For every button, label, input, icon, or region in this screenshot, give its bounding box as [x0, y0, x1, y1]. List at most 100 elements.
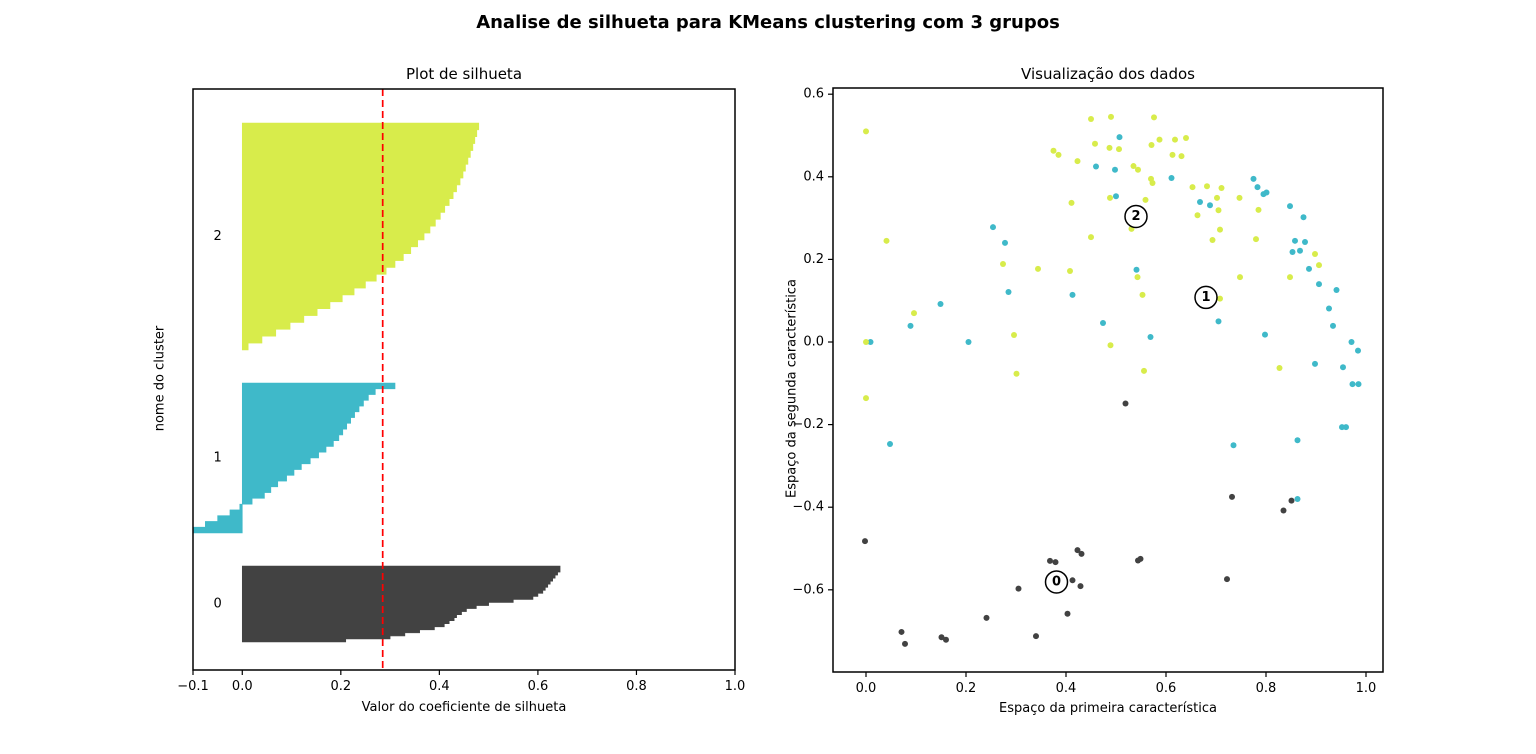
scatter-xaxis-label: Espaço da primeira característica — [999, 701, 1217, 716]
silhouette-x-tick-label: −0.1 — [177, 679, 209, 694]
scatter-point-cluster-2 — [1141, 367, 1147, 374]
scatter-point-cluster-2 — [1142, 196, 1149, 203]
scatter-point-cluster-1 — [1292, 237, 1298, 244]
scatter-point-cluster-2 — [1108, 113, 1114, 120]
scatter-point-cluster-1 — [1250, 175, 1257, 182]
scatter-point-cluster-0 — [1224, 576, 1230, 583]
scatter-point-cluster-2 — [911, 310, 917, 317]
scatter-point-cluster-0 — [943, 636, 949, 643]
silhouette-x-tick-label: 0.8 — [626, 679, 647, 694]
scatter-point-cluster-2 — [1106, 144, 1113, 151]
scatter-point-cluster-2 — [1011, 331, 1017, 338]
scatter-point-cluster-2 — [1169, 151, 1176, 158]
scatter-x-tick-label: 0.2 — [956, 681, 977, 696]
scatter-point-cluster-2 — [1237, 274, 1243, 281]
scatter-point-cluster-0 — [1137, 555, 1144, 562]
scatter-point-cluster-0 — [1122, 400, 1129, 407]
scatter-point-cluster-1 — [867, 339, 874, 346]
scatter-point-cluster-1 — [1355, 347, 1361, 354]
scatter-point-cluster-2 — [1055, 151, 1062, 158]
scatter-point-cluster-1 — [1093, 163, 1099, 170]
scatter-x-tick-label: 0.4 — [1056, 681, 1077, 696]
silhouette-area-cluster-1 — [192, 382, 396, 534]
scatter-point-cluster-0 — [1280, 507, 1287, 514]
scatter-point-cluster-2 — [1139, 291, 1146, 298]
scatter-point-cluster-2 — [1134, 274, 1141, 281]
silhouette-x-tick-label: 0.2 — [330, 679, 351, 694]
scatter-point-cluster-1 — [1254, 184, 1261, 191]
scatter-point-cluster-1 — [1300, 214, 1307, 221]
scatter-point-cluster-2 — [1130, 163, 1137, 170]
scatter-point-cluster-1 — [1215, 318, 1222, 325]
scatter-point-cluster-1 — [1348, 339, 1355, 346]
scatter-point-cluster-1 — [1343, 424, 1349, 431]
scatter-point-cluster-2 — [1013, 370, 1020, 377]
silhouette-x-tick-label: 0.0 — [232, 679, 253, 694]
scatter-point-cluster-2 — [1276, 365, 1283, 372]
scatter-point-cluster-2 — [1050, 147, 1057, 154]
cluster-center-marker-0 — [1044, 570, 1069, 594]
scatter-point-cluster-2 — [1149, 179, 1156, 186]
scatter-y-tick-label: 0.0 — [803, 335, 824, 350]
scatter-point-cluster-0 — [1074, 547, 1081, 554]
scatter-point-cluster-0 — [938, 634, 945, 641]
silhouette-area-cluster-2 — [241, 122, 480, 351]
scatter-point-cluster-2 — [1116, 146, 1122, 153]
scatter-point-cluster-1 — [1312, 360, 1318, 367]
scatter-x-tick-label: 0.8 — [1256, 681, 1277, 696]
scatter-point-cluster-1 — [1112, 166, 1118, 173]
cluster-center-marker-1 — [1194, 285, 1218, 310]
silhouette-x-tick-label: 0.6 — [528, 679, 549, 694]
scatter-point-cluster-2 — [1214, 194, 1220, 201]
scatter-point-cluster-2 — [1215, 207, 1222, 214]
scatter-point-cluster-2 — [1151, 114, 1157, 121]
scatter-point-cluster-2 — [1092, 140, 1098, 147]
scatter-point-cluster-2 — [1194, 212, 1201, 219]
scatter-point-cluster-2 — [1183, 134, 1189, 141]
scatter-point-cluster-1 — [1289, 248, 1296, 255]
silhouette-axes-frame — [192, 88, 736, 671]
scatter-point-cluster-0 — [1052, 559, 1059, 566]
scatter-point-cluster-1 — [1113, 193, 1119, 200]
scatter-point-cluster-1 — [937, 301, 944, 308]
scatter-y-tick-label: −0.2 — [792, 417, 824, 432]
scatter-point-cluster-1 — [1002, 239, 1008, 246]
silhouette-x-tick-label: 1.0 — [725, 679, 746, 694]
scatter-point-cluster-1 — [1263, 189, 1270, 196]
scatter-point-cluster-2 — [1000, 260, 1006, 267]
scatter-point-cluster-2 — [1316, 262, 1322, 269]
scatter-point-cluster-2 — [1255, 206, 1262, 213]
scatter-point-cluster-1 — [1116, 134, 1123, 141]
scatter-point-cluster-2 — [1312, 251, 1318, 258]
scatter-point-cluster-2 — [863, 339, 869, 346]
scatter-point-cluster-0 — [1288, 497, 1295, 504]
scatter-point-cluster-2 — [1088, 234, 1094, 241]
figure-title: Analise de silhueta para KMeans clusteri… — [476, 12, 1060, 33]
scatter-point-cluster-0 — [1033, 633, 1039, 640]
scatter-point-cluster-0 — [1047, 557, 1053, 564]
scatter-point-cluster-1 — [1230, 442, 1237, 449]
scatter-point-cluster-0 — [983, 614, 990, 621]
scatter-point-cluster-2 — [883, 237, 890, 244]
silhouette-xaxis-label: Valor do coeficiente de silhueta — [361, 700, 567, 715]
cluster-center-number-1: 1 — [1201, 290, 1210, 305]
scatter-point-cluster-2 — [1217, 226, 1223, 233]
scatter-point-cluster-1 — [907, 322, 914, 329]
scatter-point-cluster-1 — [1069, 291, 1076, 298]
silhouette-x-tick-label: 0.4 — [429, 679, 450, 694]
silhouette-cluster-label-1: 1 — [213, 451, 221, 466]
scatter-point-cluster-2 — [1204, 183, 1210, 190]
scatter-point-cluster-2 — [1217, 295, 1223, 302]
scatter-point-cluster-2 — [1172, 136, 1178, 143]
scatter-point-cluster-1 — [990, 224, 996, 231]
scatter-point-cluster-1 — [1302, 239, 1308, 246]
scatter-point-cluster-0 — [1015, 585, 1022, 592]
scatter-axes-frame — [832, 87, 1384, 673]
scatter-point-cluster-2 — [1189, 184, 1196, 191]
scatter-point-cluster-0 — [898, 628, 905, 635]
scatter-y-tick-label: 0.6 — [803, 87, 824, 102]
cluster-center-marker-2 — [1124, 204, 1148, 229]
scatter-point-cluster-2 — [1148, 141, 1155, 148]
